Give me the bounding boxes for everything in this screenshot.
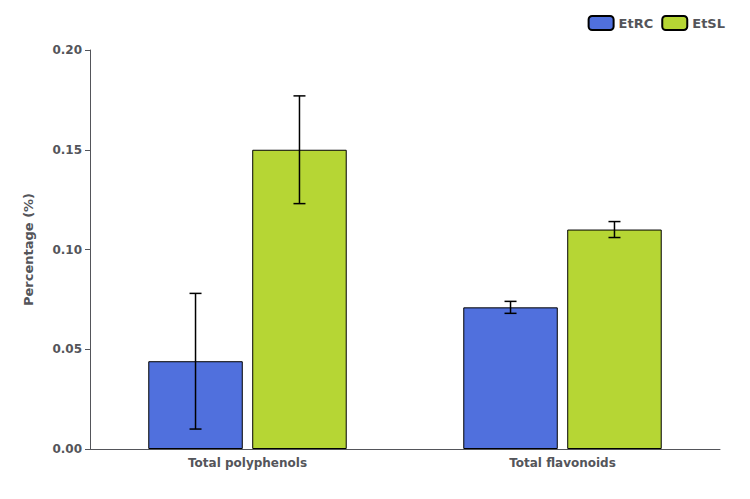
svg-text:Percentage (%): Percentage (%) <box>21 193 36 306</box>
svg-text:0.15: 0.15 <box>52 143 82 157</box>
svg-text:0.20: 0.20 <box>52 43 82 57</box>
svg-text:0.00: 0.00 <box>52 442 82 456</box>
svg-text:Total polyphenols: Total polyphenols <box>188 456 307 470</box>
svg-text:0.10: 0.10 <box>52 243 82 257</box>
svg-text:EtSL: EtSL <box>692 16 725 31</box>
svg-text:0.05: 0.05 <box>52 342 82 356</box>
svg-text:Total flavonoids: Total flavonoids <box>509 456 616 470</box>
svg-text:EtRC: EtRC <box>619 16 654 31</box>
